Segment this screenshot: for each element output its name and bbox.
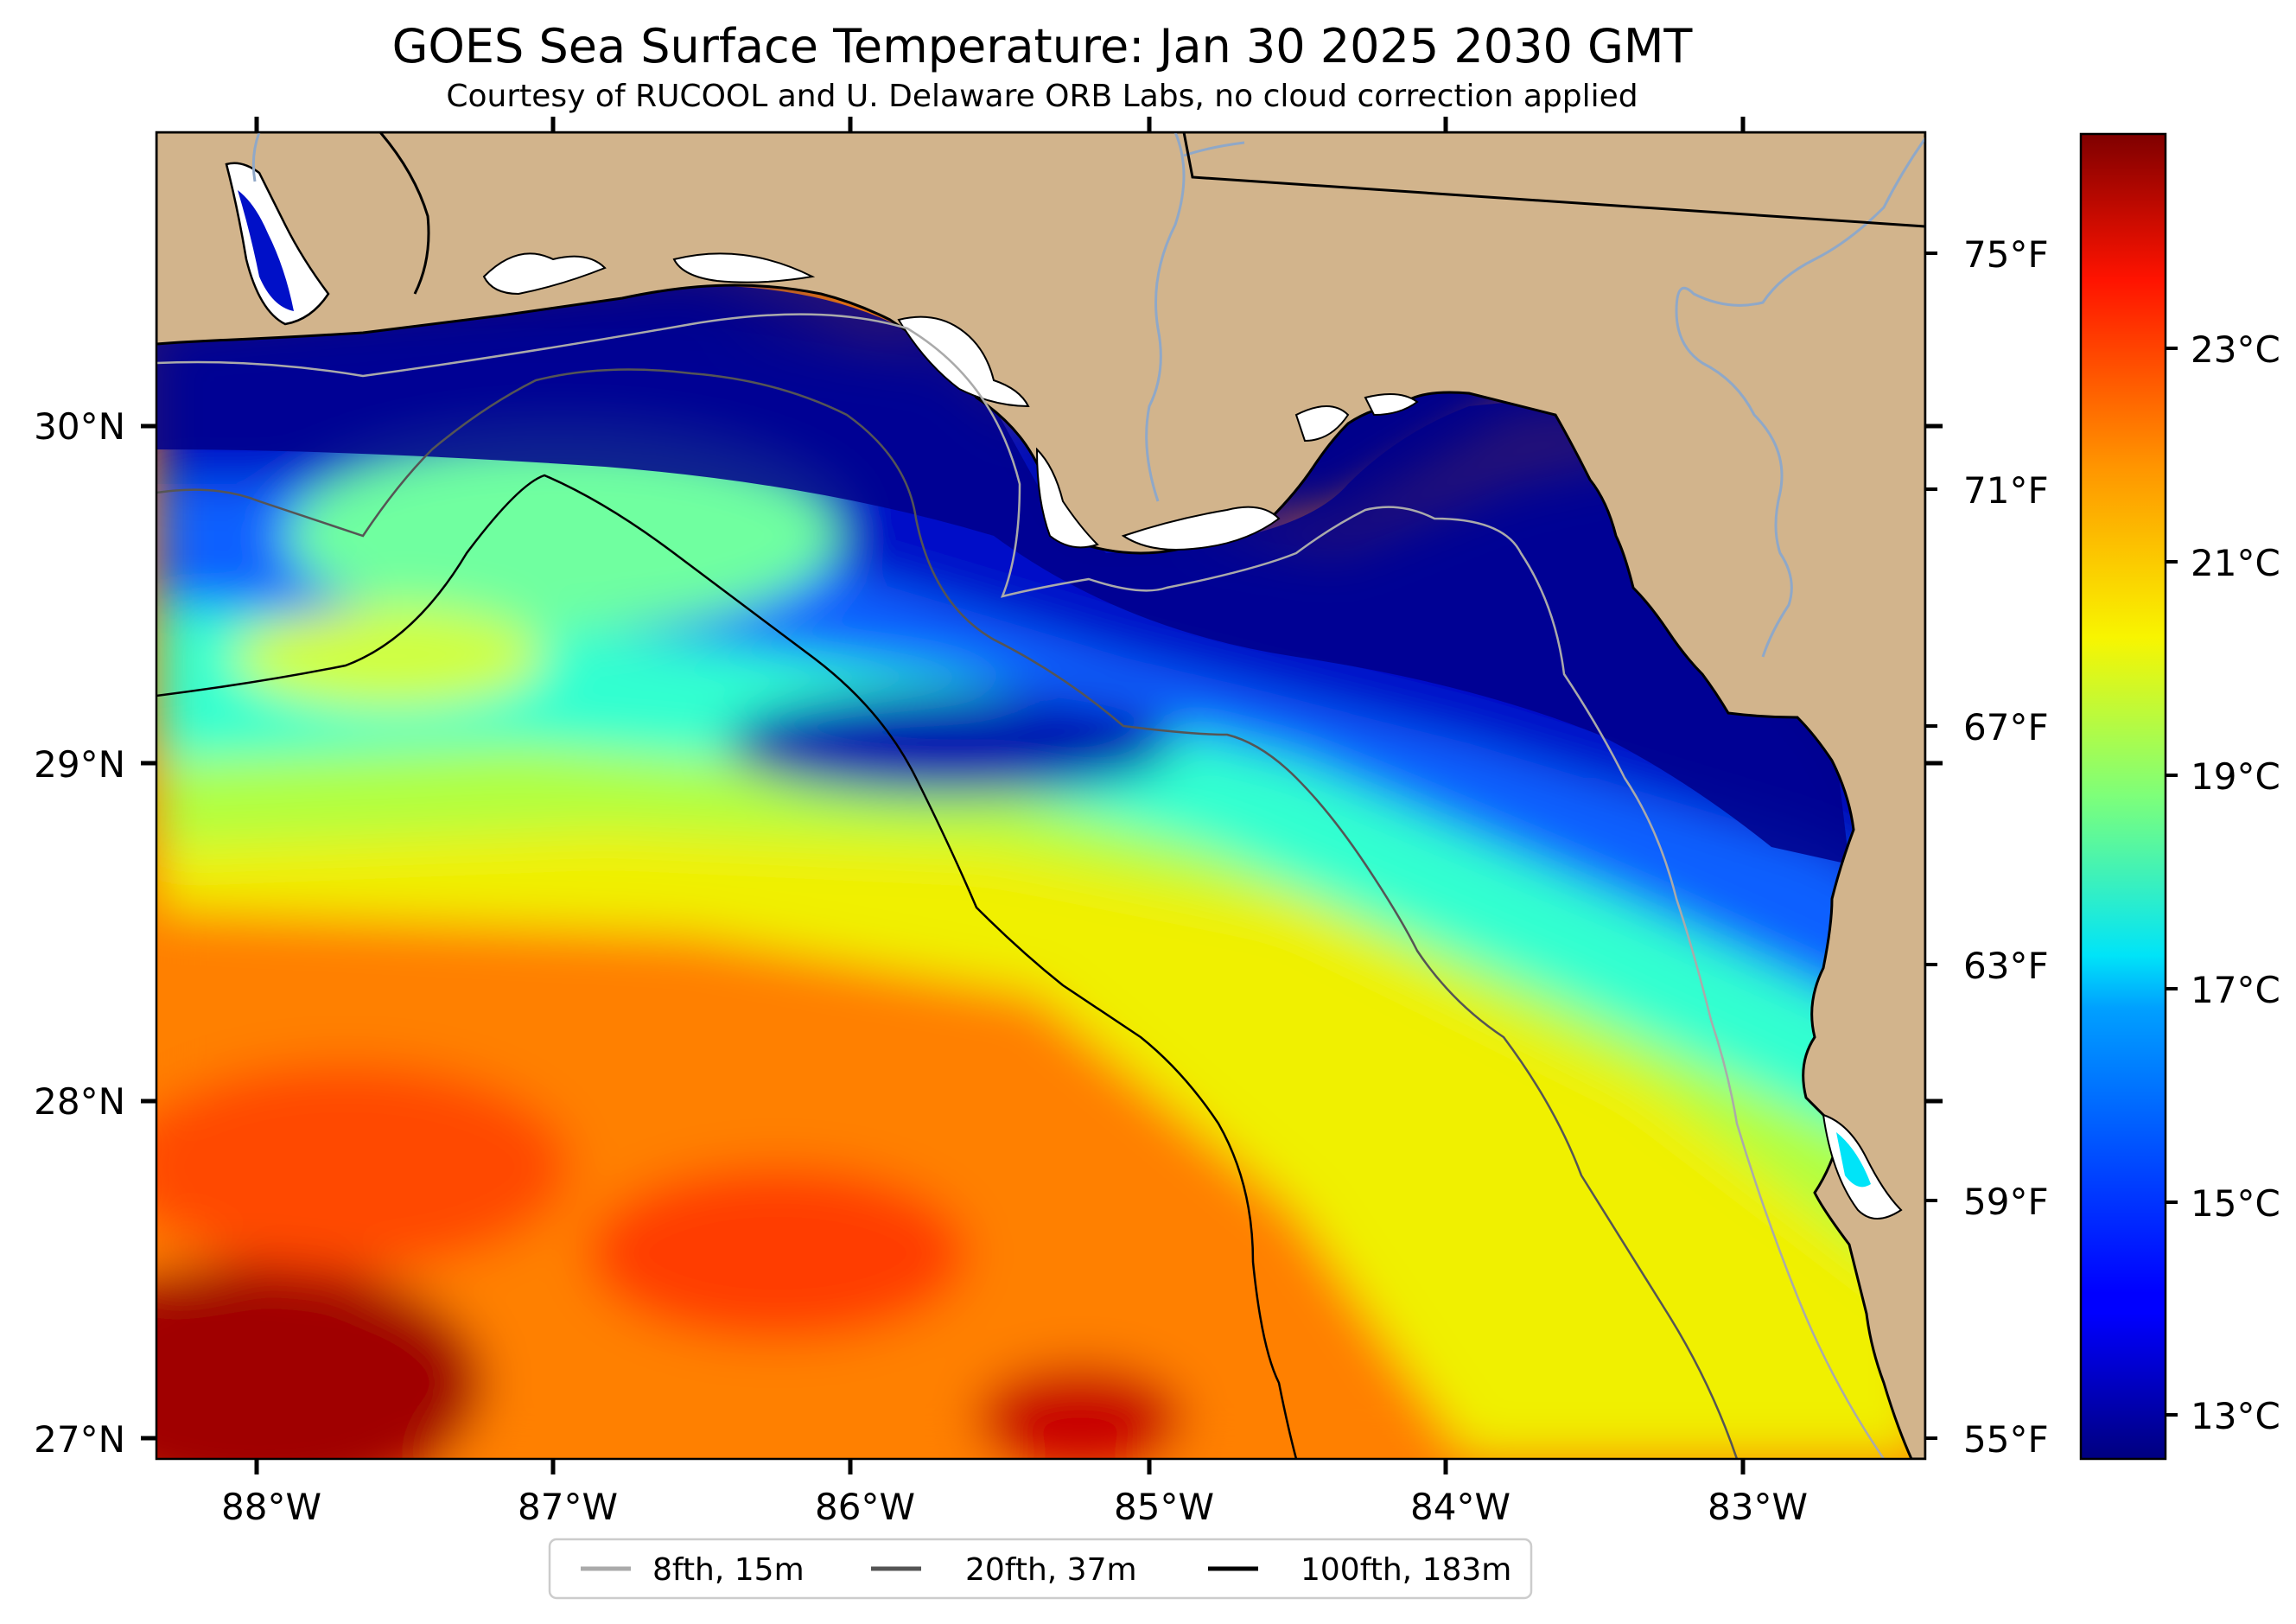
lon-tick-label: 87°W <box>518 1486 618 1528</box>
fahrenheit-tick-label: 75°F <box>1963 233 2049 276</box>
lat-axis <box>141 424 1943 1441</box>
colorbar <box>2079 132 2167 1461</box>
lon-tick-label: 84°W <box>1410 1486 1511 1528</box>
lat-tick-label: 27°N <box>34 1418 125 1461</box>
colorbar-ticks <box>2166 347 2178 1417</box>
lat-tick-label: 28°N <box>34 1080 125 1123</box>
lon-tick-label: 85°W <box>1114 1486 1214 1528</box>
fahrenheit-tick-label: 63°F <box>1963 945 2049 987</box>
map-frame <box>155 131 1927 1461</box>
fahrenheit-tick-label: 71°F <box>1963 469 2049 512</box>
colorbar-tick-label: 17°C <box>2191 969 2280 1011</box>
isobath-8fth <box>156 313 1886 1459</box>
legend-label: 8fth, 15m <box>652 1552 805 1588</box>
lon-axis <box>254 117 1746 1474</box>
fahrenheit-tick-label: 59°F <box>1963 1181 2049 1223</box>
isobath-legend: 8fth, 15m 20fth, 37m 100fth, 183m <box>548 1538 1533 1600</box>
rivers <box>251 132 1925 658</box>
colorbar-tick-label: 13°C <box>2191 1395 2280 1437</box>
lon-tick-label: 83°W <box>1708 1486 1808 1528</box>
fahrenheit-axis <box>1925 252 1937 1440</box>
colorbar-tick-label: 23°C <box>2191 328 2280 371</box>
colorbar-tick-label: 15°C <box>2191 1182 2280 1225</box>
colorbar-tick-label: 21°C <box>2191 542 2280 584</box>
isobath-100fth <box>156 474 1298 1459</box>
fahrenheit-tick-label: 67°F <box>1963 706 2049 748</box>
chart-subtitle: Courtesy of RUCOOL and U. Delaware ORB L… <box>446 79 1638 114</box>
sst-map <box>156 132 1925 1459</box>
chart-title: GOES Sea Surface Temperature: Jan 30 202… <box>392 19 1694 73</box>
fahrenheit-tick-label: 55°F <box>1963 1418 2049 1461</box>
sst-field <box>156 277 1925 1459</box>
lon-tick-label: 88°W <box>221 1486 321 1528</box>
isobath-20fth <box>156 368 1739 1459</box>
legend-label: 100fth, 183m <box>1301 1552 1511 1588</box>
lon-tick-label: 86°W <box>815 1486 915 1528</box>
legend-label: 20fth, 37m <box>965 1552 1137 1588</box>
lat-tick-label: 29°N <box>34 743 125 786</box>
colorbar-tick-label: 19°C <box>2191 755 2280 798</box>
land-mass <box>156 132 1925 1459</box>
lat-tick-label: 30°N <box>34 405 125 448</box>
